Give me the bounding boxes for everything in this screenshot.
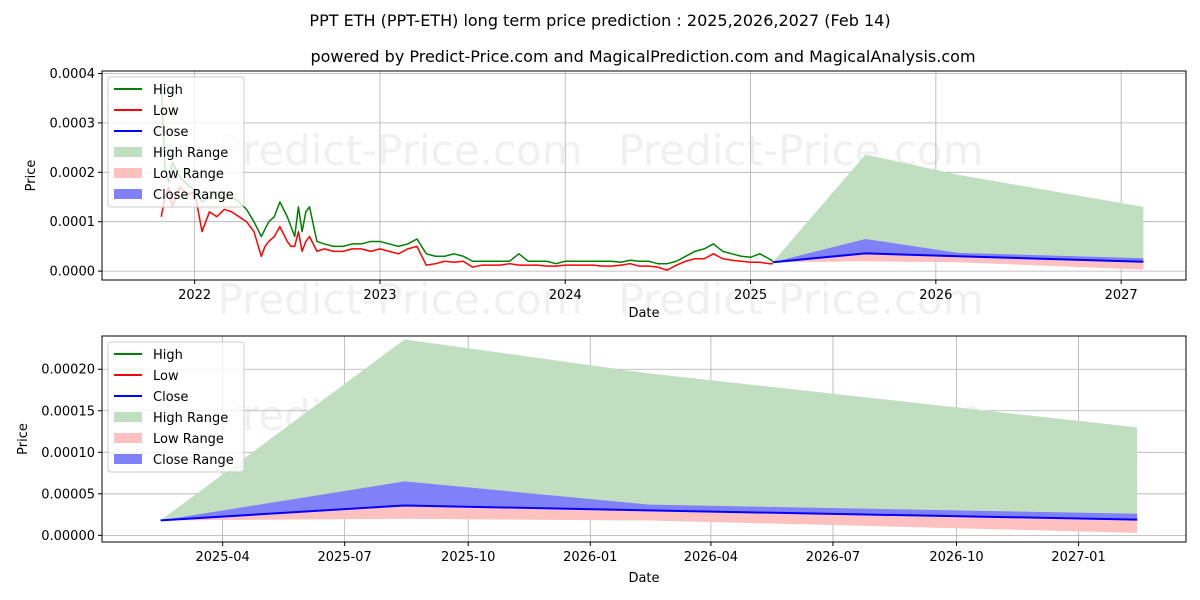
y-axis-label: Price bbox=[16, 423, 31, 455]
y-tick-label: 0.0000 bbox=[50, 265, 96, 280]
low-range-area bbox=[160, 505, 1138, 533]
x-tick-label: 2026 bbox=[919, 288, 952, 303]
close-series-line bbox=[160, 504, 1138, 522]
y-tick-label: 0.0002 bbox=[50, 166, 96, 181]
legend-low-range-label: Low Range bbox=[153, 432, 224, 447]
close-range-area bbox=[160, 481, 1138, 521]
legend-high-range-label: High Range bbox=[153, 146, 228, 161]
x-tick-label: 2025-07 bbox=[318, 550, 372, 565]
x-tick-label: 2026-07 bbox=[806, 550, 860, 565]
y-tick-label: 0.00005 bbox=[41, 487, 95, 502]
y-tick-label: 0.00020 bbox=[41, 363, 95, 378]
plot-area bbox=[160, 339, 1138, 533]
x-tick-label: 2026-01 bbox=[563, 550, 617, 565]
x-tick-label: 2024 bbox=[549, 288, 582, 303]
chart-subtitle: powered by Predict-Price.com and Magical… bbox=[310, 47, 975, 66]
legend-close-range-swatch bbox=[114, 454, 142, 464]
legend-high-label: High bbox=[153, 348, 183, 363]
y-tick-label: 0.0001 bbox=[50, 215, 96, 230]
close-range-area bbox=[772, 238, 1144, 263]
y-tick-label: 0.00015 bbox=[41, 404, 95, 419]
x-tick-label: 2025 bbox=[734, 288, 767, 303]
watermark-lower-left: Predict-Price.com bbox=[217, 275, 582, 324]
watermark-lower-right: Predict-Price.com bbox=[618, 275, 983, 324]
x-tick-label: 2025-10 bbox=[441, 550, 495, 565]
legend-close-label: Close bbox=[153, 390, 188, 405]
legend-low-range-label: Low Range bbox=[153, 167, 224, 182]
legend-low-range-swatch bbox=[114, 433, 142, 443]
x-tick-label: 2027 bbox=[1105, 288, 1138, 303]
plot-area bbox=[160, 83, 1144, 271]
y-tick-label: 0.0003 bbox=[50, 116, 96, 131]
x-tick-label: 2025-04 bbox=[195, 550, 249, 565]
legend-high-range-swatch bbox=[114, 147, 142, 157]
x-tick-label: 2023 bbox=[363, 288, 396, 303]
x-tick-label: 2027-01 bbox=[1051, 550, 1105, 565]
watermark-right: Predict-Price.com bbox=[618, 126, 983, 175]
legend-close-range-label: Close Range bbox=[153, 188, 234, 203]
axes-frame bbox=[101, 70, 1187, 281]
x-tick-label: 2026-04 bbox=[684, 550, 738, 565]
watermark-left: Predict-Price.com bbox=[217, 126, 582, 175]
y-tick-label: 0.00010 bbox=[41, 446, 95, 461]
legend-close-label: Close bbox=[153, 125, 188, 140]
legend: High Low Close High Range Low Range Close Ran… bbox=[107, 76, 245, 208]
legend-close-range-swatch bbox=[114, 189, 142, 199]
x-axis-label: Date bbox=[628, 571, 659, 586]
legend-close-range-label: Close Range bbox=[153, 453, 234, 468]
x-tick-label: 2026-10 bbox=[929, 550, 983, 565]
legend-high-label: High bbox=[153, 83, 183, 98]
y-axis-label: Price bbox=[24, 160, 39, 192]
x-axis-label: Date bbox=[628, 306, 659, 321]
y-tick-label: 0.0004 bbox=[50, 67, 96, 82]
axes-frame bbox=[101, 335, 1187, 543]
legend-high-range-swatch bbox=[114, 412, 142, 422]
legend-low-label: Low bbox=[153, 104, 179, 119]
bottom-chart-panel: Predict-Price.comPredict-Price.com2025-0… bbox=[16, 335, 1187, 586]
top-chart-panel: Predict-Price.com Predict-Price.com Predic… bbox=[24, 67, 1187, 324]
close-series-line bbox=[772, 252, 1144, 264]
low-series-line bbox=[160, 186, 773, 271]
y-tick-label: 0.00000 bbox=[41, 529, 95, 544]
low-range-area bbox=[772, 253, 1144, 270]
x-tick-label: 2022 bbox=[178, 288, 211, 303]
legend: High Low Close High Range Low Range Close Ran… bbox=[107, 341, 245, 473]
high-series-line bbox=[160, 83, 774, 265]
legend-low-label: Low bbox=[153, 369, 179, 384]
chart-title: PPT ETH (PPT-ETH) long term price predic… bbox=[309, 11, 890, 30]
legend-high-range-label: High Range bbox=[153, 411, 228, 426]
legend-low-range-swatch bbox=[114, 168, 142, 178]
